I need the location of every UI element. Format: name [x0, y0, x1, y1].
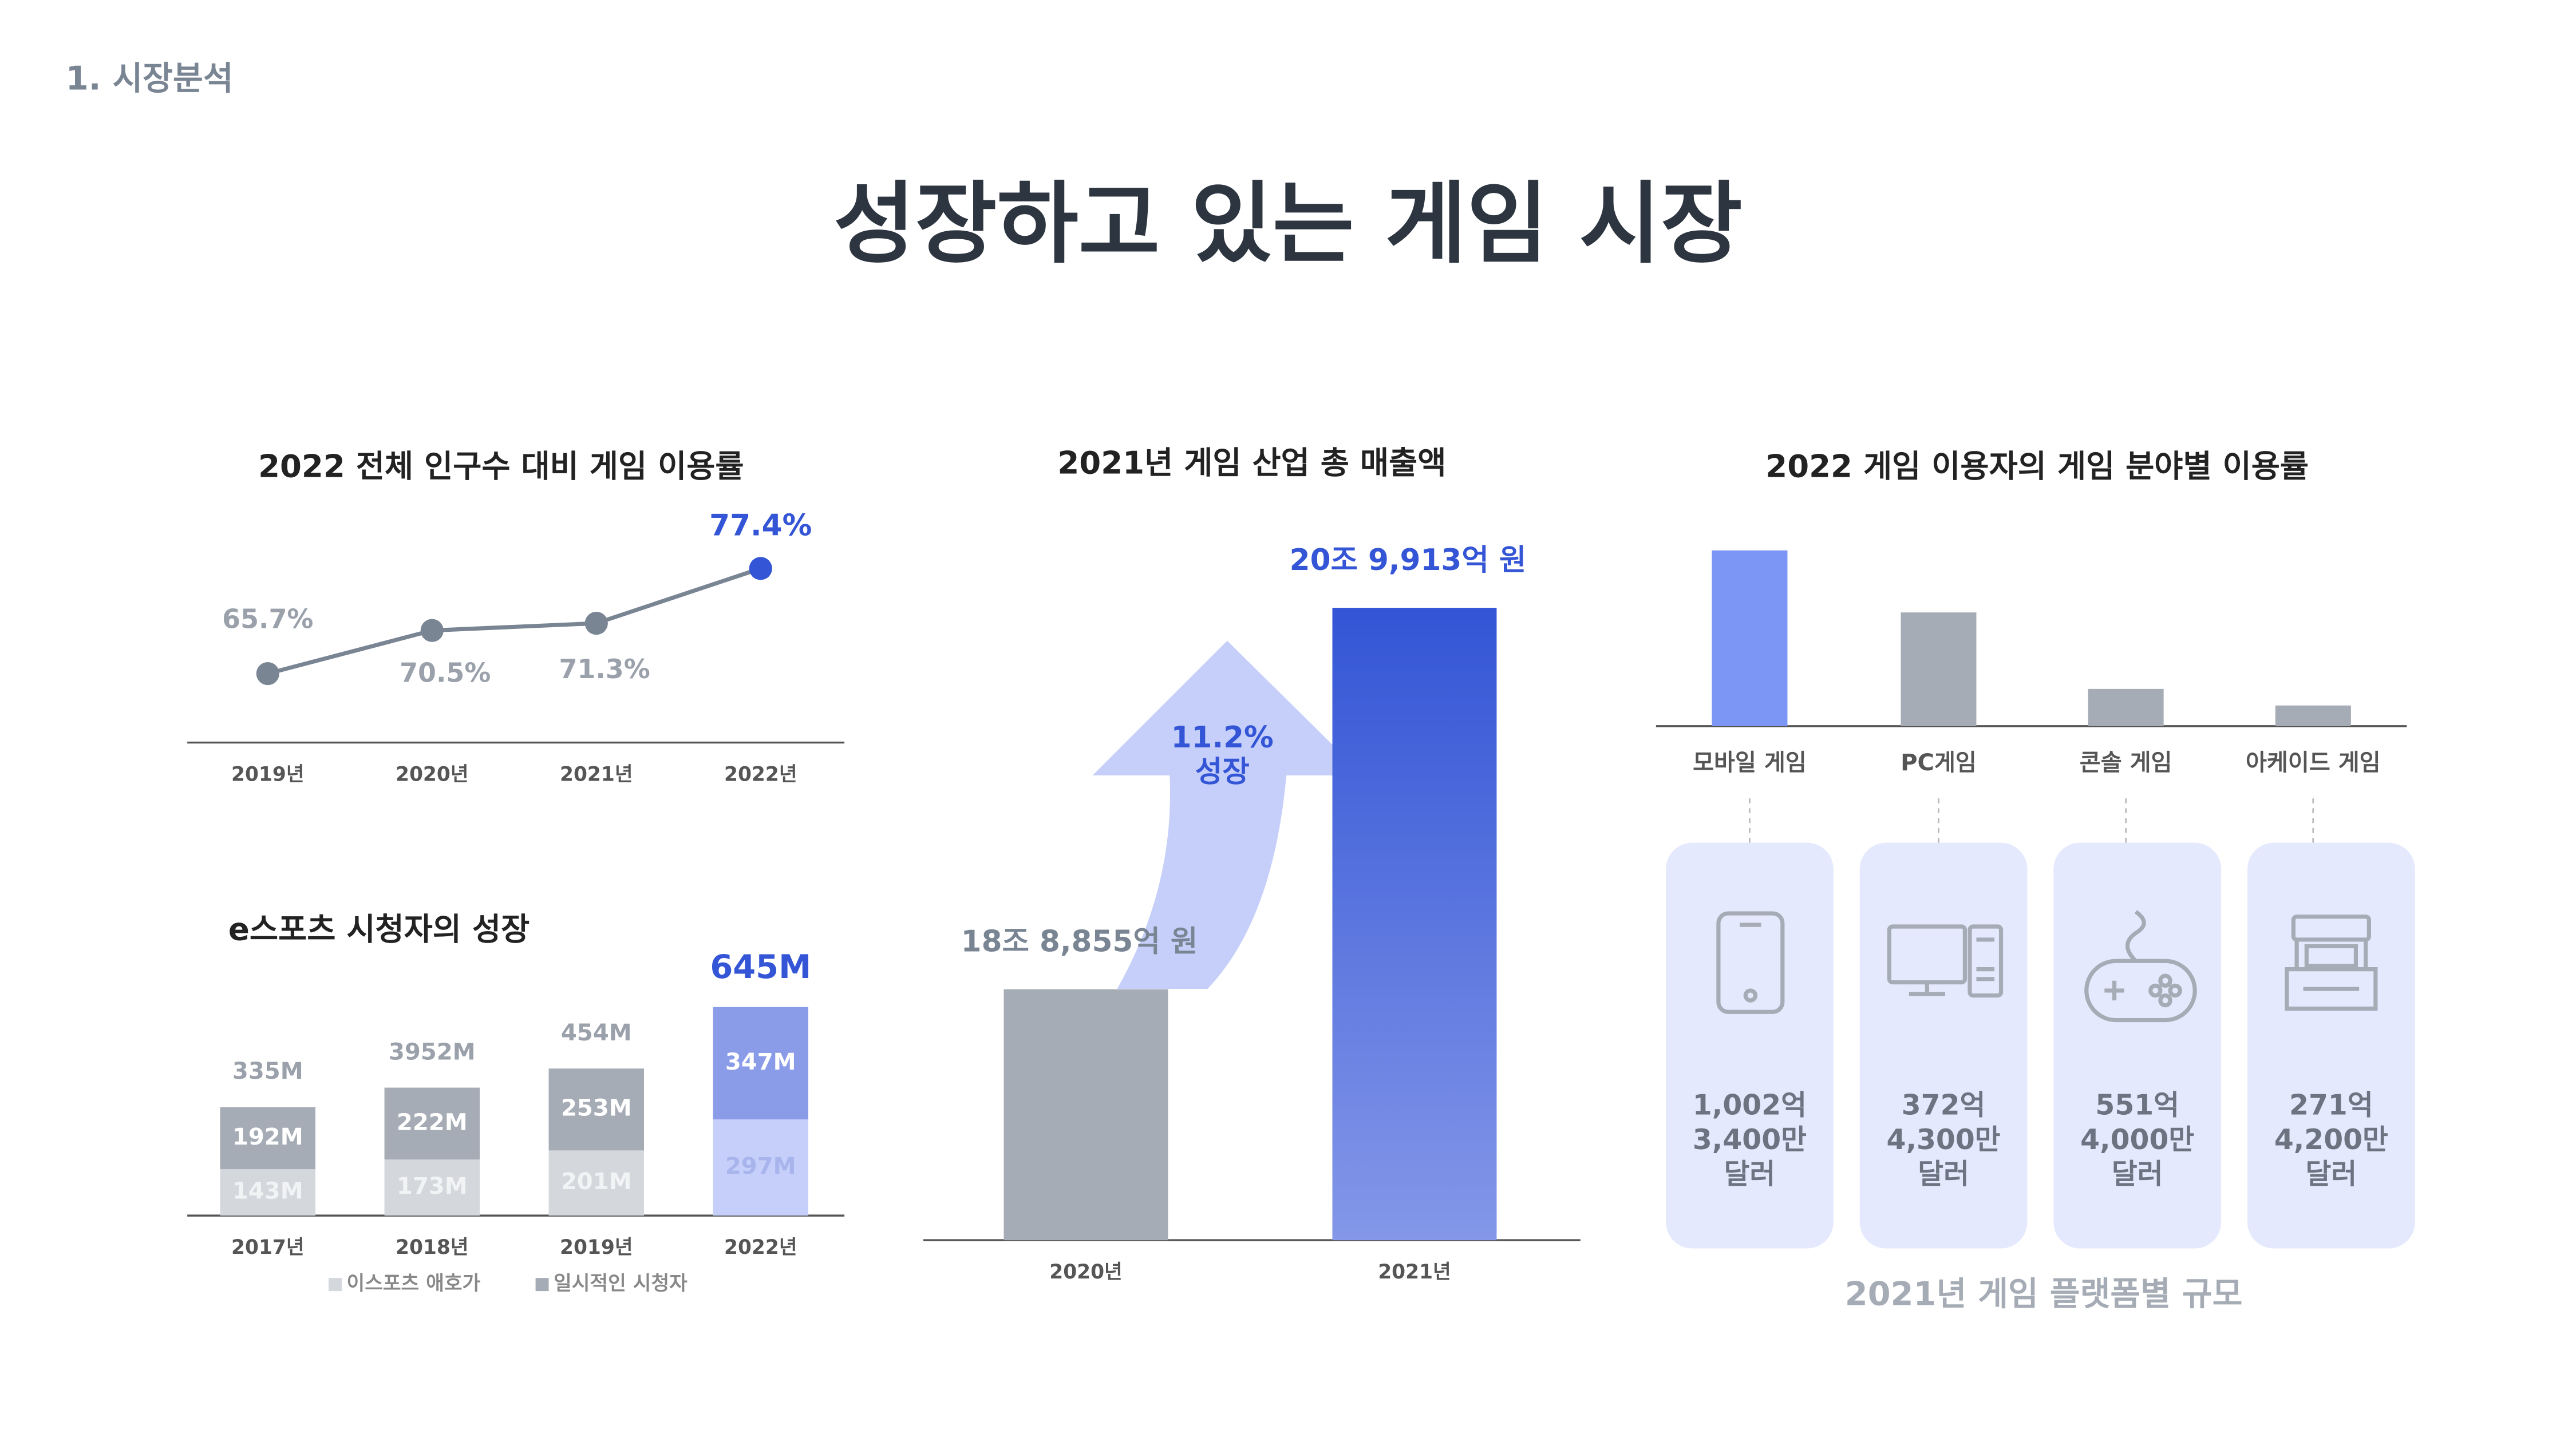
bar-segment	[713, 1007, 808, 1120]
data-label: 201M	[561, 1169, 632, 1195]
x-tick-label: 콘솔 게임	[2080, 750, 2172, 776]
bar	[1712, 550, 1788, 726]
x-tick-label: 2019년	[231, 763, 304, 786]
platform-value: 551억	[2095, 1089, 2179, 1122]
data-label: 253M	[561, 1095, 632, 1122]
icons	[1716, 910, 2378, 1023]
bar	[1901, 612, 1977, 726]
total-label: 3952M	[389, 1039, 476, 1065]
point	[256, 662, 279, 686]
bar	[2275, 705, 2351, 726]
gamepad-icon	[2158, 993, 2172, 1008]
bar	[2088, 688, 2164, 726]
platform-value: 1,002억	[1693, 1089, 1807, 1122]
data-label: 77.4%	[709, 509, 812, 543]
gamepad-icon	[2148, 983, 2163, 998]
bar-segment	[548, 1150, 644, 1216]
platform-value: 3,400만	[1693, 1123, 1807, 1156]
x-tick-label: PC게임	[1901, 750, 1977, 776]
platform-value: 달러	[1918, 1158, 1969, 1190]
chart-title: 2022 게임 이용자의 게임 분야별 이용률	[1765, 448, 2309, 484]
bar-segment	[713, 1119, 808, 1216]
platform-value: 달러	[2306, 1158, 2357, 1190]
arcade-icon	[2291, 914, 2371, 942]
bar-segment	[220, 1169, 316, 1216]
platform-value: 달러	[2112, 1158, 2163, 1190]
x-tick-label: 아케이드 게임	[2246, 750, 2381, 776]
line	[267, 566, 761, 676]
x-tick-label: 2019년	[560, 1236, 633, 1259]
point	[420, 619, 444, 642]
data-label: 20조 9,913억 원	[1290, 543, 1527, 577]
annotation: 11.2%	[1171, 720, 1274, 755]
phone-icon	[1716, 911, 1785, 1014]
x-tick-label: 2022년	[724, 1236, 797, 1259]
growth-arrow	[1092, 640, 1364, 989]
platform-value: 4,000만	[2080, 1123, 2194, 1156]
total-label: 645M	[710, 948, 811, 986]
x-tick-label: 2021년	[560, 763, 633, 786]
caption: 2021년 게임 플랫폼별 규모	[1845, 1274, 2243, 1313]
platform-card	[1859, 842, 2028, 1249]
platform-card	[2053, 842, 2222, 1249]
platform-value: 4,200만	[2274, 1123, 2388, 1156]
platform-value: 달러	[1724, 1158, 1776, 1190]
data-label: 222M	[397, 1109, 468, 1135]
x-tick-label: 2020년	[1049, 1261, 1122, 1284]
chart-title: 2022 전체 인구수 대비 게임 이용률	[258, 448, 744, 484]
x-tick-label: 모바일 게임	[1693, 750, 1807, 776]
data-label: 65.7%	[222, 604, 313, 635]
pc-icon	[1967, 924, 2004, 998]
bar-segment	[384, 1159, 480, 1216]
x-tick-label: 2018년	[396, 1236, 468, 1259]
total-label: 454M	[561, 1020, 632, 1046]
data-label: 70.5%	[400, 658, 491, 688]
bar-segment	[220, 1107, 316, 1170]
x-tick-label: 2020년	[396, 763, 468, 786]
platform-value: 271억	[2289, 1089, 2373, 1122]
legend-swatch	[328, 1278, 342, 1292]
bar	[1003, 989, 1168, 1241]
chart-title: e스포츠 시청자의 성장	[228, 911, 530, 948]
gamepad-icon	[2104, 980, 2124, 1001]
bar	[1332, 608, 1497, 1241]
x-tick-label: 2017년	[231, 1236, 304, 1259]
gamepad-icon	[2084, 959, 2197, 1023]
gamepad-icon	[2168, 983, 2182, 998]
main-title: 성장하고 있는 게임 시장	[833, 172, 1743, 276]
legend-swatch	[535, 1278, 549, 1292]
data-label: 173M	[397, 1173, 468, 1199]
data-label: 143M	[232, 1178, 303, 1205]
gamepad-icon	[2158, 973, 2172, 988]
platform-card	[2247, 842, 2415, 1249]
gamepad-icon	[2125, 910, 2146, 963]
bar-segment	[384, 1087, 480, 1160]
platform-value: 372억	[1902, 1089, 1986, 1122]
legend-label: 이스포츠 애호가	[347, 1272, 481, 1295]
x-tick-label: 2022년	[724, 763, 797, 786]
x-tick-label: 2021년	[1378, 1261, 1451, 1284]
data-label: 71.3%	[559, 654, 650, 684]
data-label: 192M	[232, 1124, 303, 1150]
phone-icon	[1743, 988, 1758, 1003]
bar-segment	[548, 1068, 644, 1151]
total-label: 335M	[232, 1058, 303, 1084]
data-label: 18조 8,855억 원	[961, 924, 1198, 959]
arcade-icon	[2304, 944, 2358, 968]
chart-title: 2021년 게임 산업 총 매출액	[1057, 445, 1446, 481]
point	[584, 612, 608, 635]
annotation: 성장	[1195, 755, 1250, 789]
section-label: 1. 시장분석	[66, 60, 234, 98]
arcade-icon	[2285, 939, 2378, 1011]
legend-label: 일시적인 시청자	[554, 1272, 688, 1295]
platform-value: 4,300만	[1887, 1123, 2001, 1156]
data-label: 297M	[725, 1153, 796, 1179]
point	[749, 557, 772, 580]
data-label: 347M	[725, 1049, 796, 1075]
platform-card	[1666, 842, 1834, 1249]
